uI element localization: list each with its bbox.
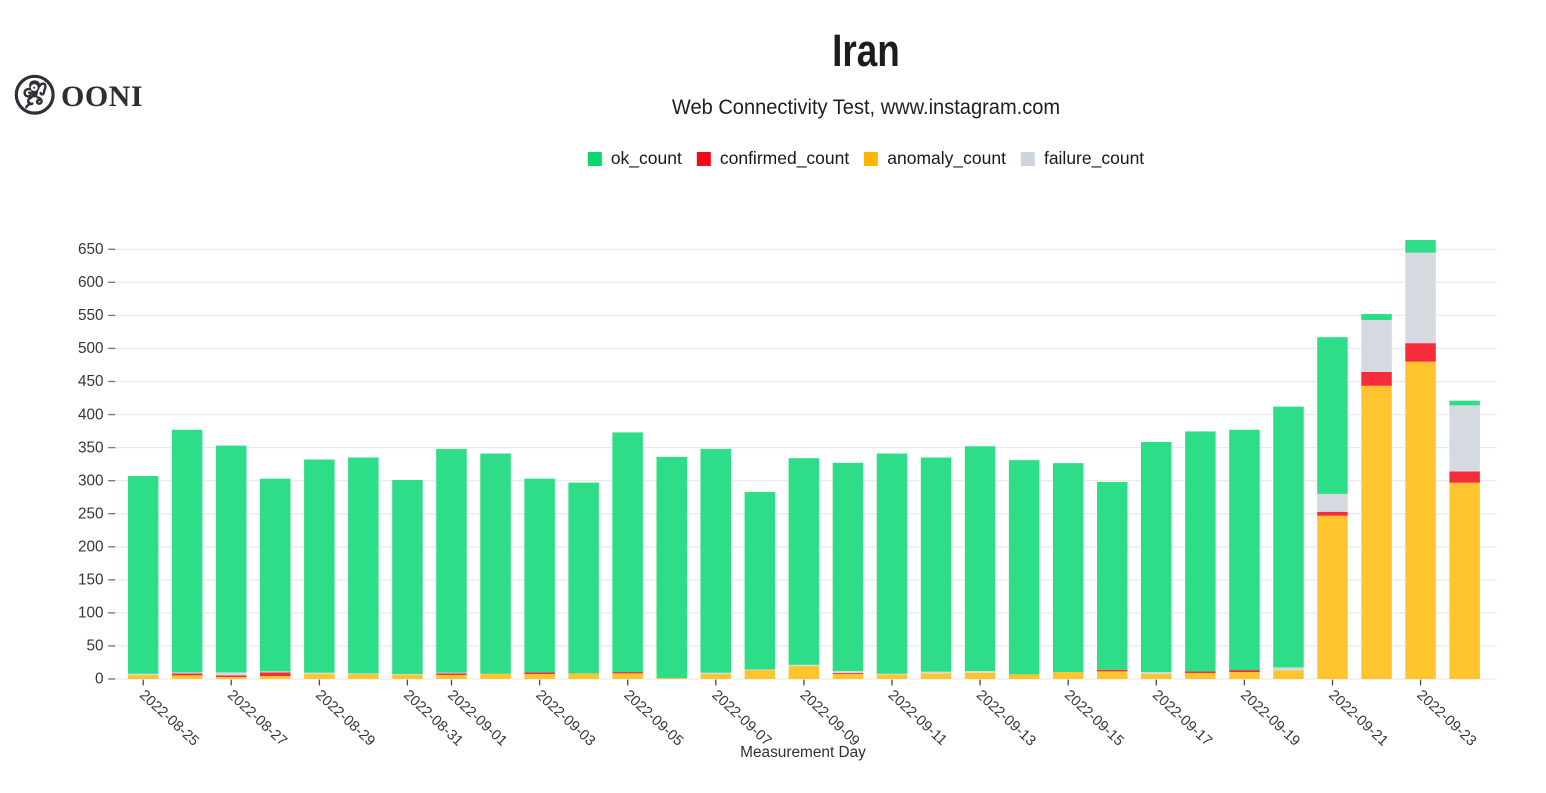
svg-text:500: 500 (78, 340, 104, 357)
svg-text:2022-08-27: 2022-08-27 (224, 687, 290, 749)
svg-text:250: 250 (78, 505, 104, 522)
svg-text:2022-09-03: 2022-09-03 (532, 687, 598, 749)
svg-text:2022-09-13: 2022-09-13 (973, 687, 1039, 749)
svg-text:2022-09-17: 2022-09-17 (1149, 687, 1215, 749)
svg-text:200: 200 (78, 539, 104, 556)
svg-text:2022-08-29: 2022-08-29 (312, 687, 378, 749)
svg-text:600: 600 (78, 274, 104, 291)
svg-text:2022-09-19: 2022-09-19 (1237, 687, 1303, 749)
svg-text:2022-09-21: 2022-09-21 (1325, 687, 1391, 749)
svg-text:2022-08-25: 2022-08-25 (136, 687, 202, 749)
svg-text:650: 650 (78, 241, 104, 258)
svg-text:2022-09-05: 2022-09-05 (620, 687, 686, 749)
svg-text:150: 150 (78, 572, 104, 589)
svg-text:450: 450 (78, 373, 104, 390)
svg-text:Measurement Day: Measurement Day (740, 744, 866, 761)
svg-text:2022-09-07: 2022-09-07 (709, 687, 775, 749)
svg-text:300: 300 (78, 472, 104, 489)
svg-text:100: 100 (78, 605, 104, 622)
svg-text:2022-09-11: 2022-09-11 (885, 687, 950, 749)
svg-text:50: 50 (86, 638, 103, 655)
svg-text:350: 350 (78, 439, 104, 456)
svg-text:400: 400 (78, 406, 104, 423)
svg-text:550: 550 (78, 307, 104, 324)
svg-text:2022-09-23: 2022-09-23 (1413, 687, 1479, 749)
svg-text:2022-09-09: 2022-09-09 (797, 687, 863, 749)
svg-text:2022-09-15: 2022-09-15 (1061, 687, 1127, 749)
svg-text:0: 0 (95, 671, 104, 688)
